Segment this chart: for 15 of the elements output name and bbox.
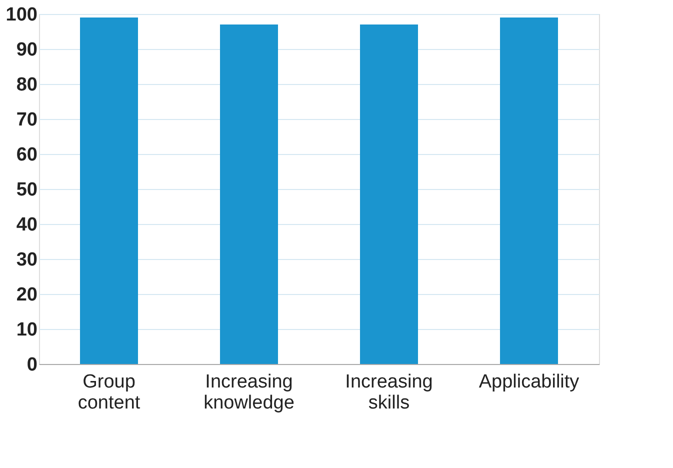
- y-tick-label: 80: [16, 74, 38, 96]
- y-tick-label: 70: [16, 110, 38, 130]
- x-tick-label: Increasing knowledge: [204, 372, 294, 414]
- y-tick-label: 60: [16, 144, 38, 166]
- y-tick-label: 0: [26, 354, 38, 376]
- y-tick-label: 90: [16, 40, 38, 60]
- x-tick-label: Group content: [78, 372, 141, 414]
- y-tick-label: 10: [16, 320, 38, 340]
- y-tick-label: 20: [16, 284, 38, 306]
- x-tick-label: Increasing skills: [345, 372, 433, 414]
- y-tick-label: 40: [16, 214, 38, 236]
- y-tick-label: 50: [16, 180, 38, 200]
- y-tick-label: 30: [16, 250, 38, 270]
- x-tick-label: Applicability: [478, 372, 580, 392]
- y-tick-label: 100: [6, 4, 38, 26]
